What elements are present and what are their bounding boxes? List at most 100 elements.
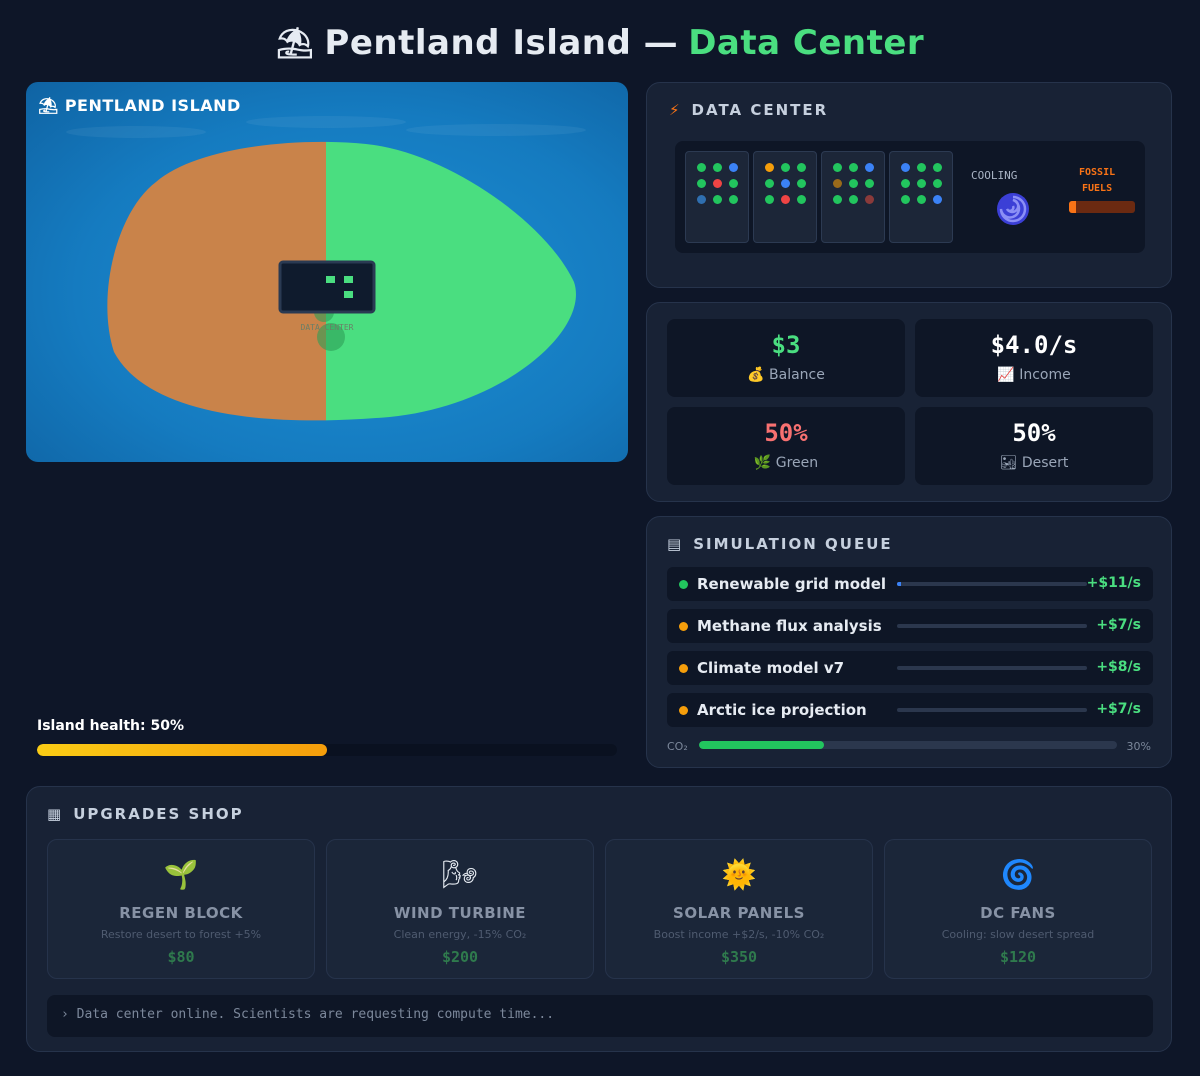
cooling-label: COOLING xyxy=(971,169,1018,182)
upgrade-card-solar-panels[interactable]: 🌞 SOLAR PANELS Boost income +$2/s, -10% … xyxy=(605,839,873,979)
clipboard-icon: ▤ xyxy=(667,535,684,553)
health-bar-fill xyxy=(37,744,327,756)
queue-item-rate: +$8/s xyxy=(1096,659,1141,675)
server-led xyxy=(765,163,774,172)
server-led xyxy=(729,195,738,204)
green-label: 🌿 Green xyxy=(753,455,819,471)
sun-icon: 🌞 xyxy=(721,858,757,891)
queue-item[interactable]: Methane flux analysis +$7/s xyxy=(667,609,1153,643)
server-led xyxy=(849,163,858,172)
queue-status-dot xyxy=(679,664,688,673)
server-led xyxy=(849,179,858,188)
server-led xyxy=(697,179,706,188)
server-led xyxy=(917,163,926,172)
server-led xyxy=(917,195,926,204)
data-center-building[interactable] xyxy=(278,260,376,314)
income-stat: $4.0/s 📈 Income xyxy=(915,319,1153,397)
desert-value: 50% xyxy=(1012,419,1056,447)
server-led xyxy=(729,179,738,188)
health-bar xyxy=(37,744,617,756)
tree xyxy=(317,323,345,351)
chart-up-icon: 📈 xyxy=(997,367,1015,383)
co2-meter-fill xyxy=(699,741,825,749)
building-label: DATA CENTER xyxy=(301,323,354,332)
upgrade-card-dc-fans[interactable]: 🌀 DC FANS Cooling: slow desert spread $1… xyxy=(884,839,1152,979)
desert-label: 🏜 Desert xyxy=(999,455,1069,471)
fossil-fuel-fill xyxy=(1069,201,1076,213)
island-map[interactable]: DATA CENTER ⛱ PENTLAND ISLAND xyxy=(26,82,628,462)
queue-item-name: Methane flux analysis xyxy=(697,617,882,635)
upgrade-price: $80 xyxy=(167,948,195,966)
server-led xyxy=(833,163,842,172)
upgrade-desc: Cooling: slow desert spread xyxy=(941,928,1095,941)
upgrade-desc: Restore desert to forest +5% xyxy=(100,928,262,941)
upgrade-title: REGEN BLOCK xyxy=(119,904,243,922)
queue-status-dot xyxy=(679,706,688,715)
server-led xyxy=(901,179,910,188)
seedling-icon: 🌱 xyxy=(163,858,199,891)
queue-item-rate: +$11/s xyxy=(1086,575,1141,591)
event-log: › Data center online. Scientists are req… xyxy=(47,995,1153,1037)
shop-icon: ▦ xyxy=(47,805,64,823)
cooling-fan-icon[interactable] xyxy=(995,191,1031,227)
simulation-queue-panel: ▤ SIMULATION QUEUE Renewable grid model … xyxy=(646,516,1172,768)
server-led xyxy=(713,163,722,172)
queue-progress xyxy=(897,708,1087,712)
health-label: Island health: 50% xyxy=(37,718,184,734)
island-icon: ⛱ xyxy=(38,96,59,115)
server-led xyxy=(797,195,806,204)
queue-item-rate: +$7/s xyxy=(1096,701,1141,717)
server-led xyxy=(865,163,874,172)
herb-icon: 🌿 xyxy=(753,455,772,471)
green-value: 50% xyxy=(764,419,808,447)
queue-item[interactable]: Climate model v7 +$8/s xyxy=(667,651,1153,685)
server-led xyxy=(833,179,842,188)
green-stat: 50% 🌿 Green xyxy=(667,407,905,485)
server-led xyxy=(797,163,806,172)
upgrade-card-wind-turbine[interactable]: 🌬 WIND TURBINE Clean energy, -15% CO₂ $2… xyxy=(326,839,594,979)
server-led xyxy=(917,179,926,188)
money-bag-icon: 💰 xyxy=(747,367,765,383)
shop-title: UPGRADES SHOP xyxy=(73,805,244,823)
server-room: COOLING FOSSIL FUELS xyxy=(675,141,1145,253)
server-led xyxy=(781,195,790,204)
server-led xyxy=(713,195,722,204)
upgrade-desc: Boost income +$2/s, -10% CO₂ xyxy=(653,928,825,941)
balance-stat: $3 💰 Balance xyxy=(667,319,905,397)
server-led xyxy=(697,163,706,172)
upgrade-title: DC FANS xyxy=(980,904,1056,922)
map-label-text: PENTLAND ISLAND xyxy=(64,96,241,115)
queue-title: SIMULATION QUEUE xyxy=(693,535,893,553)
server-led xyxy=(933,195,942,204)
stats-panel: $3 💰 Balance $4.0/s 📈 Income 50% 🌿 Green… xyxy=(646,302,1172,502)
title-main: Pentland Island — xyxy=(324,23,679,63)
balance-label: 💰 Balance xyxy=(747,367,825,383)
server-led xyxy=(933,163,942,172)
data-center-panel: ⚡ DATA CENTER COOLING FOSSIL FUELS xyxy=(646,82,1172,288)
upgrade-card-regen-block[interactable]: 🌱 REGEN BLOCK Restore desert to forest +… xyxy=(47,839,315,979)
page-title: ⛱ Pentland Island — Data Center xyxy=(0,18,1200,68)
server-led xyxy=(933,179,942,188)
data-center-header: ⚡ DATA CENTER xyxy=(669,101,828,119)
upgrade-title: SOLAR PANELS xyxy=(673,904,805,922)
fossil-fuels-label: FOSSIL FUELS xyxy=(1079,167,1116,194)
queue-status-dot xyxy=(679,622,688,631)
server-led xyxy=(865,179,874,188)
server-led xyxy=(901,195,910,204)
queue-item[interactable]: Renewable grid model +$11/s xyxy=(667,567,1153,601)
queue-item-rate: +$7/s xyxy=(1096,617,1141,633)
queue-status-dot xyxy=(679,580,688,589)
upgrades-shop-panel: ▦ UPGRADES SHOP 🌱 REGEN BLOCK Restore de… xyxy=(26,786,1172,1052)
server-led xyxy=(781,163,790,172)
co2-value: 30% xyxy=(1126,740,1151,753)
shop-header: ▦ UPGRADES SHOP xyxy=(47,805,244,823)
green-region xyxy=(326,141,576,421)
desert-icon: 🏜 xyxy=(999,455,1018,471)
co2-label: CO₂ xyxy=(667,740,688,753)
server-led xyxy=(765,195,774,204)
queue-progress xyxy=(897,624,1087,628)
server-led xyxy=(849,195,858,204)
lightning-icon: ⚡ xyxy=(669,101,682,119)
queue-item[interactable]: Arctic ice projection +$7/s xyxy=(667,693,1153,727)
desert-region xyxy=(107,141,326,421)
